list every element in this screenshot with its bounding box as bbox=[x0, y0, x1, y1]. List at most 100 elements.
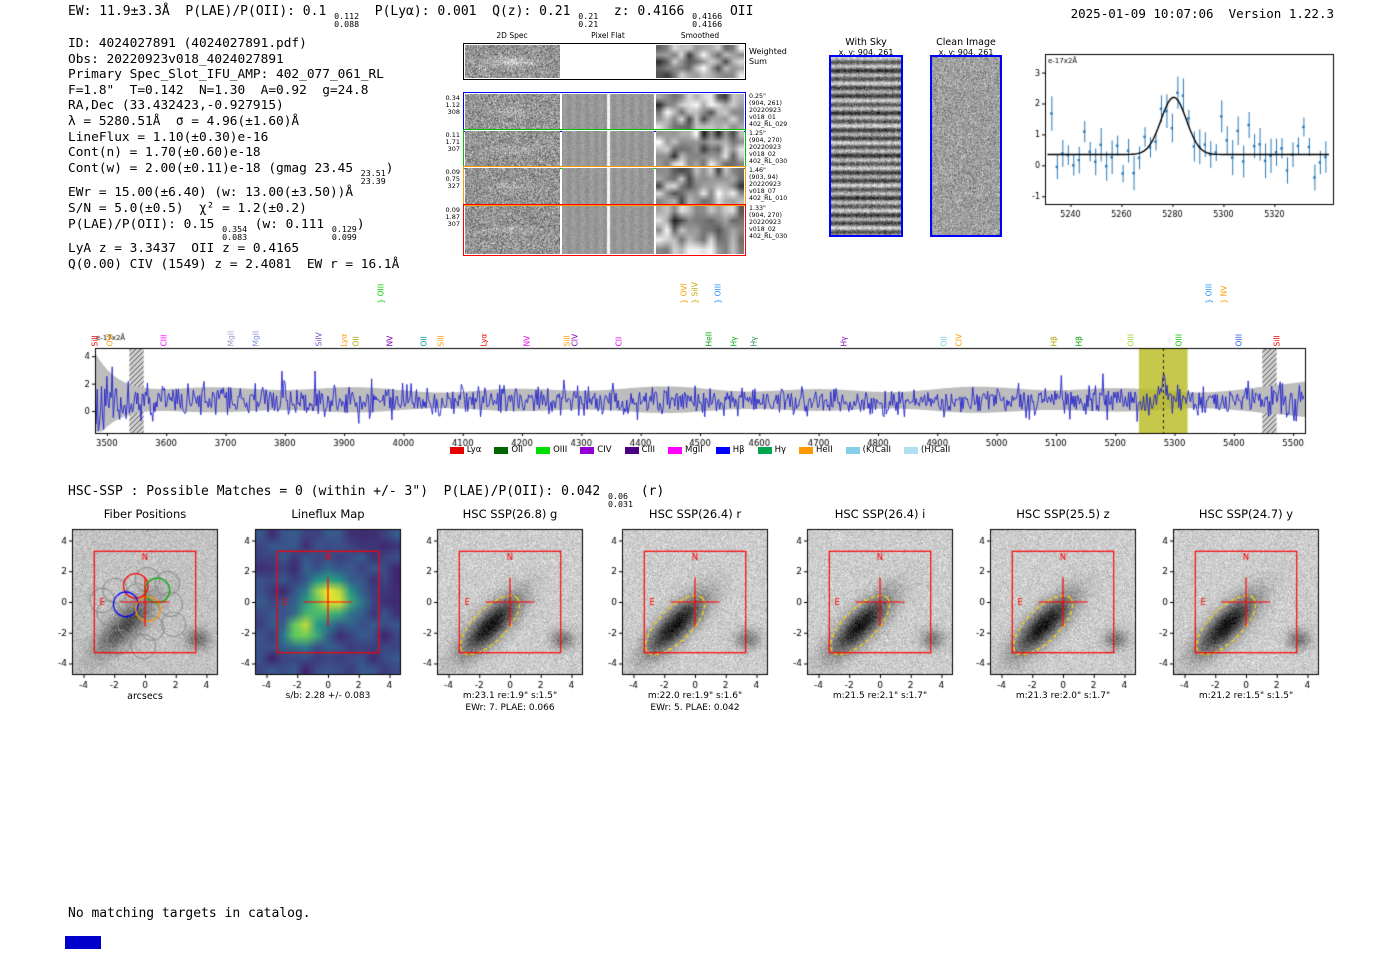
legend-label: OII bbox=[511, 445, 524, 455]
info-line: LineFlux = 1.10(±0.30)e-16 bbox=[68, 130, 399, 146]
text-segment: RA,Dec (33.432423,-0.927915) bbox=[68, 98, 284, 114]
stat-line: 0.09 bbox=[445, 168, 460, 176]
label-line: v018_02 bbox=[749, 151, 776, 158]
legend-item: OIII bbox=[536, 445, 567, 455]
spec2d-cutout bbox=[465, 131, 560, 167]
text-segment: (r) bbox=[633, 484, 665, 499]
emission-line-label: OIII bbox=[1126, 333, 1136, 347]
stat-line: 0.11 bbox=[445, 131, 460, 139]
text-segment: HSC-SSP : Possible Matches = 0 (within +… bbox=[68, 484, 609, 499]
spec2d-row-right-label: Weighted Sum bbox=[749, 47, 787, 66]
emission-line-label: OVI bbox=[105, 333, 115, 347]
stat-line: 1.71 bbox=[445, 138, 460, 147]
emission-line-label: Hγ bbox=[729, 336, 739, 347]
text-segment: EWr = 15.00(±6.40) (w: 13.00(±3.50))Å bbox=[68, 185, 354, 201]
legend-label: HeII bbox=[816, 445, 833, 455]
spec2d-row-border bbox=[463, 166, 746, 206]
info-line: RA,Dec (33.432423,-0.927915) bbox=[68, 98, 399, 114]
legend-label: OIII bbox=[553, 445, 568, 455]
lower-bound: 0.083 bbox=[222, 231, 248, 242]
spec2d-row-right-label: 0.25" (904, 261) 20220923 v018_01 402_RL_029 bbox=[749, 93, 787, 128]
footer-notes: No matching targets in catalog. Row inte… bbox=[68, 874, 311, 953]
full-spectrum-plot bbox=[80, 330, 1320, 448]
info-line: Q(0.00) CIV (1549) z = 2.4081 EW r = 16.… bbox=[68, 257, 399, 273]
legend-label: CIII bbox=[641, 445, 656, 455]
cutout-title: Fiber Positions bbox=[103, 507, 187, 521]
legend-swatch bbox=[449, 446, 464, 454]
lower-bound: 0.4166 bbox=[692, 19, 723, 30]
upper-bound: 0.354 bbox=[222, 223, 248, 234]
spec2d-row-right-label: 1.46" (903, 94) 20220923 v018_07 402_RL_010 bbox=[749, 167, 787, 202]
stat-line: 1.12 bbox=[445, 101, 460, 110]
label-line: 1.25" bbox=[749, 130, 766, 137]
pixel-flat-cutout bbox=[562, 94, 654, 130]
stat-line: 307 bbox=[447, 145, 460, 154]
stat-line: 0.75 bbox=[445, 175, 460, 184]
legend-item: Hβ bbox=[715, 445, 745, 455]
info-line: F=1.8" T=0.142 N=1.30 A=0.92 g=24.8 bbox=[68, 83, 399, 99]
emission-line-label: OII bbox=[419, 336, 429, 347]
emission-line-label: SiII bbox=[436, 335, 446, 347]
cutout-image-canvas bbox=[594, 526, 772, 696]
cutout-title: HSC SSP(26.4) i bbox=[834, 507, 926, 521]
legend-swatch bbox=[624, 446, 639, 454]
label-line: v018_01 bbox=[749, 114, 776, 121]
stacked-uncertainty: 0.129 0.099 bbox=[332, 224, 357, 241]
upper-bound: 0.21 bbox=[578, 11, 599, 21]
label-line: (904, 270) bbox=[749, 137, 782, 144]
stat-line: 0.34 bbox=[445, 94, 460, 102]
upper-bound: 0.112 bbox=[334, 11, 360, 21]
legend-label: Lyα bbox=[466, 445, 482, 455]
label-line: 402_RL_030 bbox=[749, 158, 788, 165]
legend-label: (K)CaII bbox=[862, 445, 892, 455]
info-line: Cont(w) = 2.00(±0.11)e-18 (gmag 23.45 23… bbox=[68, 161, 399, 186]
text-segment: P(Lyα): 0.001 Q(z): 0.21 bbox=[359, 4, 579, 19]
legend-swatch bbox=[580, 446, 595, 454]
legend-swatch bbox=[799, 446, 814, 454]
pixel-flat-cutout bbox=[562, 131, 654, 167]
hsc-matches-line: HSC-SSP : Possible Matches = 0 (within +… bbox=[68, 484, 664, 509]
cutout-fiber-canvas bbox=[44, 526, 222, 696]
legend-item: HeII bbox=[799, 445, 833, 455]
label-line: v018_07 bbox=[749, 188, 776, 195]
upper-bound: 23.51 bbox=[360, 167, 386, 178]
emission-line-label: NV bbox=[522, 335, 532, 347]
text-segment: LineFlux = 1.10(±0.30)e-16 bbox=[68, 129, 269, 145]
lower-bound: 0.088 bbox=[334, 19, 360, 30]
spec2d-cutout bbox=[465, 168, 560, 204]
info-line: P(LAE)/P(OII): 0.15 0.354 0.083 (w: 0.111… bbox=[68, 217, 399, 242]
emission-line-label: Hγ bbox=[749, 336, 759, 347]
label-line: 20220923 bbox=[749, 219, 782, 226]
legend-swatch bbox=[715, 446, 730, 454]
detection-info-block: ID: 4024027891 (4024027891.pdf) Obs: 2022… bbox=[68, 36, 399, 272]
info-line: Obs: 20220923v018_4024027891 bbox=[68, 52, 399, 68]
text-segment: LyA z = 3.3437 OII z = 0.4165 bbox=[68, 241, 300, 257]
text-segment: (w: 0.111 bbox=[247, 216, 332, 232]
spec2d-row-right-label: 1.33" (904, 270) 20220923 v018_02 402_RL_030 bbox=[749, 205, 787, 240]
text-segment: Obs: 20220923v018_4024027891 bbox=[68, 51, 284, 67]
text-segment: Q(0.00) CIV (1549) z = 2.4081 EW r = 16.… bbox=[68, 256, 400, 272]
cutout-image-canvas bbox=[962, 526, 1140, 696]
legend-swatch bbox=[845, 446, 860, 454]
emission-line-label: } OIII bbox=[713, 283, 723, 304]
footer-line1: No matching targets in catalog. bbox=[68, 906, 311, 921]
smoothed-cutout bbox=[656, 131, 744, 167]
label-line: 20220923 bbox=[749, 107, 782, 114]
upper-bound: 0.4166 bbox=[692, 11, 723, 21]
info-line: ID: 4024027891 (4024027891.pdf) bbox=[68, 36, 399, 52]
legend-item: MgII bbox=[668, 445, 703, 455]
legend-item: CIV bbox=[580, 445, 612, 455]
spec2d-col-title-2dspec: 2D Spec bbox=[496, 31, 528, 40]
clean-image-coords: x, y: 904, 261 bbox=[938, 48, 994, 57]
label-line: 402_RL_029 bbox=[749, 121, 788, 128]
cutout-title: HSC SSP(24.7) y bbox=[1198, 507, 1294, 521]
spec2d-cutout bbox=[465, 45, 560, 78]
pixel-flat-cutout bbox=[562, 45, 654, 78]
emission-line-label: CII bbox=[614, 336, 624, 347]
emission-line-label: Hγ bbox=[839, 336, 849, 347]
cutout-title: Lineflux Map bbox=[291, 507, 365, 521]
cutout-stats-line2: EWr: 7. PLAE: 0.066 bbox=[465, 703, 555, 713]
cutout-image-canvas bbox=[779, 526, 957, 696]
clean-image-title: Clean Image bbox=[936, 37, 996, 48]
